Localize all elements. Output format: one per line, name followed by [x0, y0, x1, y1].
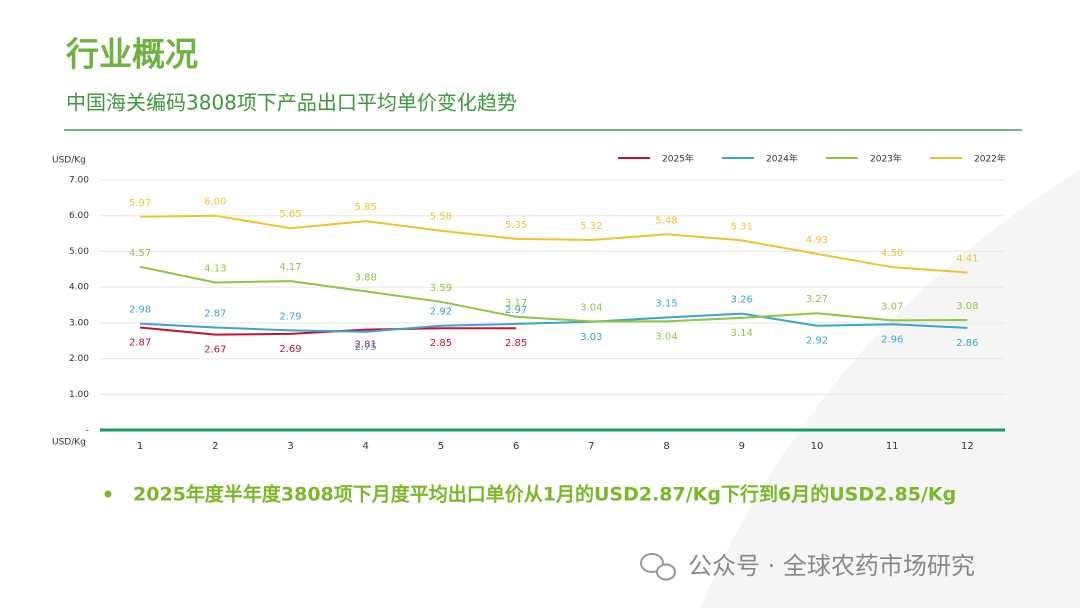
wechat-icon: [640, 553, 676, 581]
y-tick-label: 4.00: [69, 283, 89, 293]
legend-label: 2022年: [974, 153, 1006, 165]
x-axis-label: USD/Kg: [52, 438, 86, 448]
bullet-dot: [104, 490, 112, 498]
data-label: 2.79: [279, 311, 301, 322]
y-tick-label: -: [86, 426, 89, 436]
y-tick-label: 6.00: [69, 211, 89, 221]
series-line: [140, 312, 968, 333]
x-tick-label: 9: [739, 441, 745, 452]
legend-label: 2023年: [870, 153, 902, 165]
watermark: 公众号 · 全球农药市场研究: [688, 552, 975, 580]
data-label: 5.31: [731, 221, 753, 232]
data-label: 3.59: [430, 283, 452, 294]
data-label: 2.85: [505, 338, 527, 349]
x-tick-label: 6: [513, 441, 519, 452]
data-label: 3.26: [731, 295, 753, 306]
series-line: [140, 214, 968, 274]
data-label: 4.93: [806, 235, 828, 246]
x-tick-label: 3: [287, 441, 293, 452]
x-tick-label: 11: [886, 441, 899, 452]
y-tick-label: 2.00: [69, 354, 89, 364]
subtitle: 中国海关编码3808项下产品出口平均单价变化趋势: [66, 91, 517, 115]
data-label: 3.17: [505, 298, 527, 309]
data-label: 2.87: [204, 309, 226, 320]
legend-label: 2024年: [766, 153, 798, 165]
data-label: 2.67: [204, 345, 226, 356]
y-tick-label: 7.00: [69, 176, 89, 186]
x-tick-label: 7: [588, 441, 594, 452]
data-label: 3.08: [956, 301, 978, 312]
data-label: 2.96: [881, 334, 903, 345]
data-label: 3.03: [580, 332, 602, 343]
data-label: 2.87: [129, 338, 151, 349]
y-tick-label: 5.00: [69, 247, 89, 257]
x-tick-label: 5: [438, 441, 444, 452]
data-label: 3.27: [806, 294, 828, 305]
data-label: 5.32: [580, 221, 602, 232]
data-label: 2.97: [505, 305, 527, 316]
data-label: 3.14: [731, 328, 753, 339]
data-label: 2.86: [956, 338, 978, 349]
x-tick-label: 8: [663, 441, 669, 452]
data-label: 4.41: [956, 254, 978, 265]
data-label: 2.92: [806, 336, 828, 347]
data-label: 4.13: [204, 264, 226, 275]
x-tick-label: 1: [137, 441, 143, 452]
y-tick-label: 1.00: [69, 390, 89, 400]
data-label: 3.15: [655, 299, 677, 310]
data-label: 5.58: [430, 212, 452, 223]
legend-label: 2025年: [662, 153, 694, 165]
y-tick-label: 3.00: [69, 318, 89, 328]
data-label: 3.07: [881, 301, 903, 312]
x-tick-label: 2: [212, 441, 218, 452]
data-label: 2.85: [430, 338, 452, 349]
data-label: 4.56: [881, 248, 903, 259]
data-label: 2.81: [355, 340, 377, 351]
x-tick-label: 10: [811, 441, 824, 452]
y-axis-label: USD/Kg: [52, 156, 86, 166]
x-tick-label: 4: [363, 441, 369, 452]
title: 行业概况: [65, 35, 198, 74]
data-label: 3.04: [655, 331, 677, 342]
data-label: 5.97: [129, 198, 151, 209]
data-label: 4.57: [129, 248, 151, 259]
data-label: 2.69: [279, 344, 301, 355]
data-label: 3.88: [355, 272, 377, 283]
data-label: 4.17: [279, 262, 301, 273]
bullet-text: 2025年度半年度3808项下月度平均出口单价从1月的USD2.87/Kg下行到…: [133, 483, 956, 506]
x-tick-label: 12: [961, 441, 974, 452]
data-label: 5.35: [505, 220, 527, 231]
data-label: 2.75: [355, 342, 377, 353]
data-label: 5.85: [355, 202, 377, 213]
data-label: 6.00: [204, 197, 226, 208]
data-label: 5.48: [655, 215, 677, 226]
background-shape: [700, 170, 1080, 608]
data-label: 5.65: [279, 209, 301, 220]
data-label: 2.98: [129, 305, 151, 316]
data-label: 3.04: [580, 302, 602, 313]
series-line: [139, 265, 968, 323]
data-label: 2.92: [430, 307, 452, 318]
